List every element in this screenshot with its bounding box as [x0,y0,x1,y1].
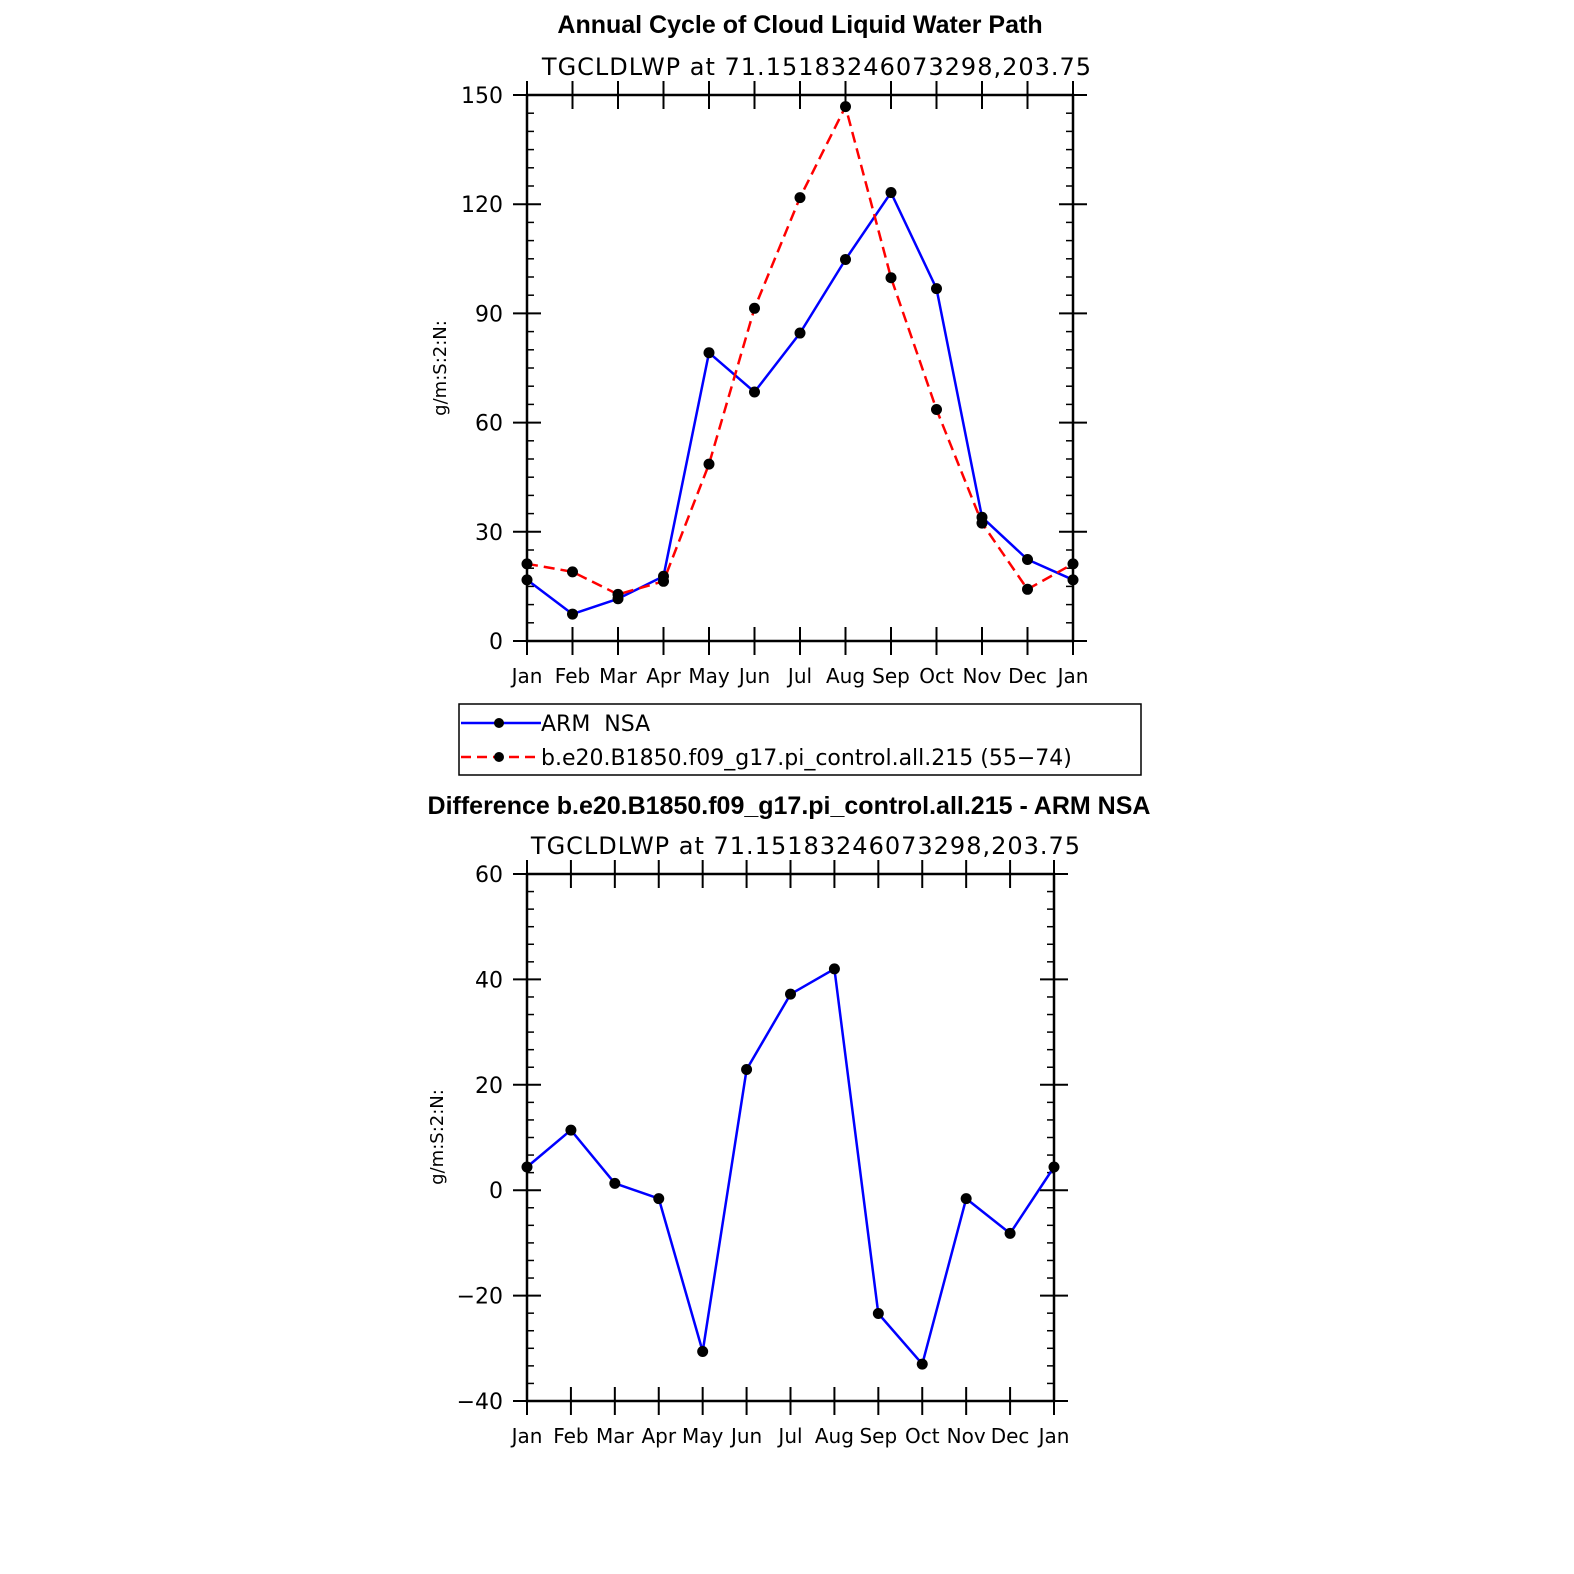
chart1-series-0-point [703,347,715,359]
chart2-series-0-point [565,1124,577,1136]
chart1-subtitle: TGCLDLWP at 71.15183246073298,203.75 [541,53,1092,81]
chart1-series-0-point [794,327,806,339]
chart1-xtick-label: Oct [919,664,954,688]
chart2-series-0-point [828,963,840,975]
chart1-xtick-label: Jun [737,664,770,688]
chart2-xtick-label: Aug [815,1424,854,1448]
chart1-series-1-point [612,588,624,600]
chart2-xtick-label: Jul [776,1424,802,1448]
chart2-series-0-point [697,1345,709,1357]
chart2-xtick-label: Mar [596,1424,635,1448]
chart2-ytick-label: −20 [457,1285,503,1310]
chart2-series-0-point [872,1308,884,1320]
chart2-series-0-point [741,1064,753,1076]
chart1-series-1-point [976,517,988,529]
chart1-xtick-label: Jul [786,664,812,688]
chart2-xtick-label: Sep [859,1424,897,1448]
chart1-xtick-label: Dec [1008,664,1047,688]
chart2-frame [525,872,1056,1403]
chart2-ytick-label: 40 [475,968,503,993]
chart1-series-0-point [567,608,578,620]
chart1-xtick-label: May [688,664,730,688]
chart2-series-0-point [785,988,796,1000]
chart1-series-1-point [749,302,760,314]
chart1-ytick-label: 90 [475,302,503,327]
legend-marker-arm [494,718,504,728]
chart1-xtick-label: Feb [555,664,590,688]
legend-marker-model [494,752,504,762]
chart1-series-1-point [1022,583,1033,595]
chart1-xtick-label: Mar [599,664,638,688]
chart2-series-0-point [960,1193,972,1205]
chart2-xtick-label: Jan [1037,1424,1070,1448]
chart2-series-0-point [916,1358,928,1370]
chart2-xtick-label: Oct [905,1424,940,1448]
chart2-plot: −40 −20 0 20 40 60 Jan Feb Mar Apr May Jun Jul Aug Sep… [457,860,1070,1448]
legend-box [458,703,1142,776]
chart2-series-0-point [609,1177,621,1189]
chart1-frame [525,93,1075,643]
chart1-xtick-label: Apr [646,664,681,688]
chart2-xtick-label: Apr [641,1424,676,1448]
chart1-ytick-label: 0 [489,630,503,655]
chart2-xtick-label: Feb [553,1424,588,1448]
chart2-xtick-label: Dec [991,1424,1030,1448]
chart2-series-0-line [526,967,1056,1366]
chart1-series-1-point [567,566,578,578]
chart1-series-0-point [1067,574,1079,586]
chart1-series-0-point [931,283,942,295]
chart1-legend: ARM NSA b.e20.B1850.f09_g17.pi_control.a… [458,703,1142,776]
chart1-series-1-point [521,558,533,570]
chart2-series-0-point [521,1161,533,1173]
chart2-series-0-point [653,1193,665,1205]
chart1-series-1-point [1067,558,1079,570]
chart1-ytick-label: 120 [461,193,503,218]
chart2-subtitle: TGCLDLWP at 71.15183246073298,203.75 [530,832,1081,860]
chart2-xtick-label: Jan [510,1424,543,1448]
chart1-ytick-label: 150 [461,84,503,109]
legend-label-arm: ARM NSA [541,712,650,737]
chart1-series-0-point [840,254,851,266]
chart1-ytick-label: 30 [475,521,503,546]
chart1-series-1-point [885,272,897,284]
chart1-title: Annual Cycle of Cloud Liquid Water Path [557,11,1042,39]
chart1-series-0-point [1022,553,1033,565]
chart1-series-0-line [526,191,1074,616]
chart2-ytick-label: 20 [475,1074,503,1099]
chart1-series-1-point [840,101,851,113]
chart2-ytick-label: 0 [489,1179,503,1204]
chart2-ytick-label: 60 [475,863,503,888]
chart2-ytick-label: −40 [457,1390,503,1415]
chart2-xtick-label: May [682,1424,724,1448]
chart2-title: Difference b.e20.B1850.f09_g17.pi_contro… [428,792,1151,820]
chart1-ytick-label: 60 [475,412,503,437]
chart1-xtick-label: Sep [872,664,910,688]
chart1-series-1-point [931,403,942,415]
chart2-xtick-label: Jun [729,1424,762,1448]
chart1-xtick-label: Jan [510,664,543,688]
chart2-xtick-label: Nov [947,1424,986,1448]
chart1-xtick-label: Aug [826,664,865,688]
chart1-ylabel: g/m:S:2:N: [430,320,451,416]
chart1-series-1-line [526,105,1074,596]
chart1-xtick-label: Jan [1056,664,1089,688]
chart1-series-0-point [749,386,760,398]
chart1-series-1-point [794,192,806,204]
chart2-series-0-point [1048,1161,1060,1173]
chart2-series-0-point [1004,1227,1016,1239]
legend-label-model: b.e20.B1850.f09_g17.pi_control.all.215 (… [541,746,1072,771]
chart1-series-1-point [658,575,669,587]
chart2-ylabel: g/m:S:2:N: [427,1089,448,1185]
chart1-xtick-label: Nov [962,664,1001,688]
chart1-series-1-point [703,458,715,470]
chart1-series-0-point [521,574,533,586]
chart1-plot: 0 30 60 90 120 150 Jan Feb Mar Apr May Jun Jul Aug Sep… [461,81,1088,688]
chart1-series-0-point [885,187,897,199]
